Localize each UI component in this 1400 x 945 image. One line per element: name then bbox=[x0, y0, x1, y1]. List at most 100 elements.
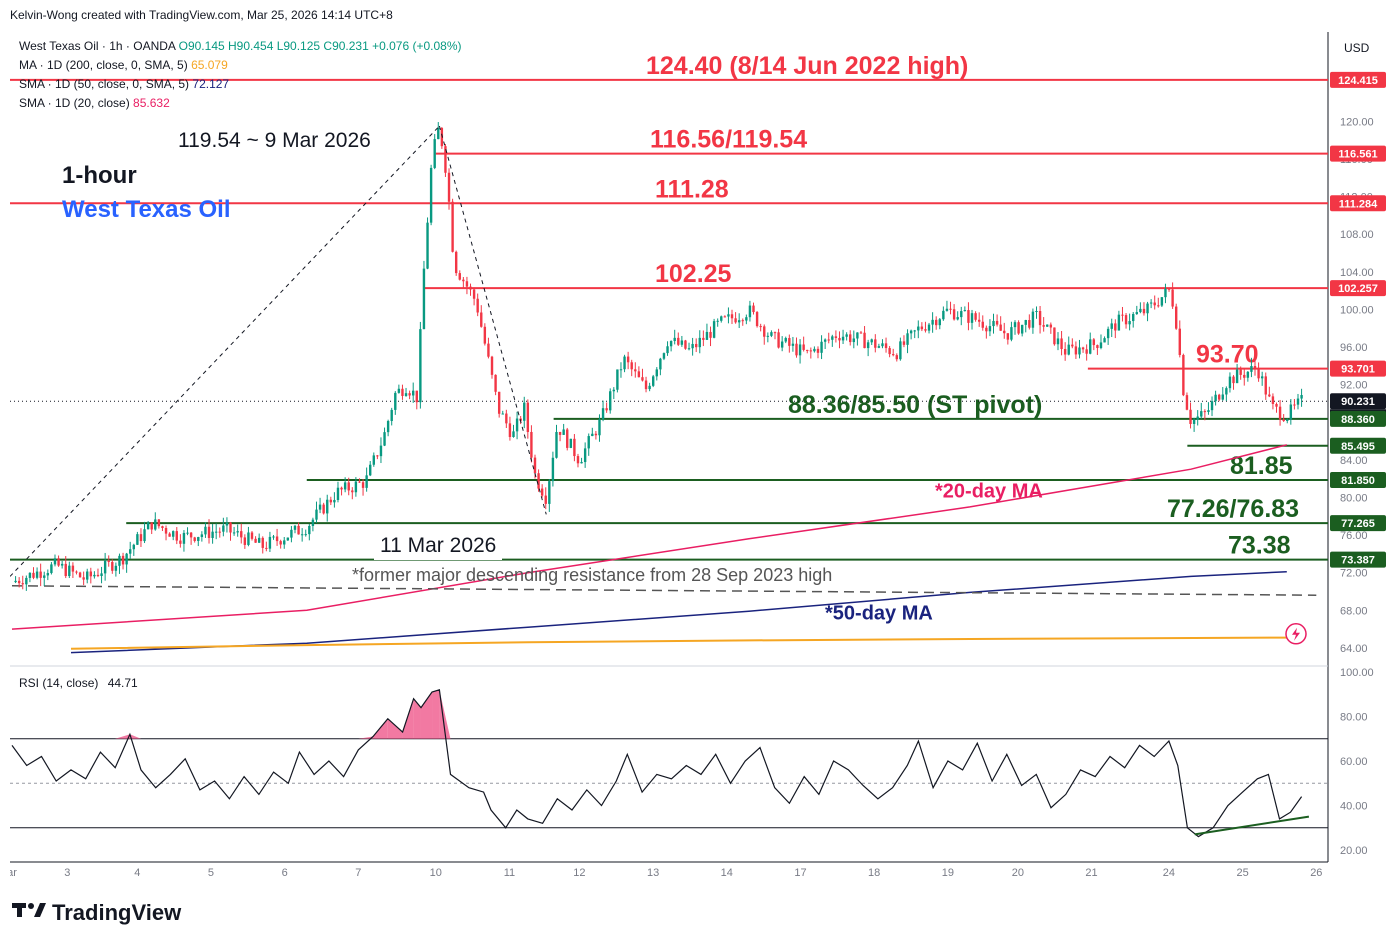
legend-symbol-row[interactable]: West Texas Oil · 1h · OANDA O90.145 H90.… bbox=[19, 39, 462, 53]
candle-body bbox=[995, 320, 999, 325]
rsi-overbought-fill bbox=[387, 718, 403, 739]
candle-body bbox=[336, 487, 340, 500]
legend-ma20[interactable]: SMA · 1D (20, close) 85.632 bbox=[19, 96, 170, 110]
candle-body bbox=[193, 537, 196, 541]
candle-body bbox=[283, 540, 286, 545]
time-tick-label: 10 bbox=[430, 867, 442, 879]
candle-body bbox=[927, 324, 931, 331]
legend-ma50[interactable]: SMA · 1D (50, close, 0, SMA, 5) 72.127 bbox=[19, 77, 229, 91]
price-axis-tag bbox=[1330, 71, 1386, 88]
candle-body bbox=[1257, 368, 1260, 379]
candle-body bbox=[57, 558, 60, 566]
candle-body bbox=[333, 499, 336, 503]
price-tick-label: 80.00 bbox=[1340, 492, 1368, 504]
candle-body bbox=[207, 526, 211, 538]
candle-body bbox=[809, 350, 813, 352]
candle-body bbox=[1049, 324, 1053, 328]
rsi-overbought-fill bbox=[439, 689, 451, 739]
candle-body bbox=[111, 562, 114, 571]
candle-body bbox=[318, 504, 322, 510]
candle-body bbox=[1067, 344, 1070, 355]
candle-body bbox=[1293, 404, 1296, 406]
candle-body bbox=[197, 537, 200, 541]
candle-body bbox=[1182, 354, 1185, 396]
candle-body bbox=[1024, 320, 1027, 325]
legend-ma200[interactable]: MA · 1D (200, close, 0, SMA, 5) 65.079 bbox=[19, 58, 228, 72]
rsi-tick-label: 20.00 bbox=[1340, 845, 1368, 857]
candle-body bbox=[788, 338, 791, 346]
candle-body bbox=[1253, 366, 1257, 369]
time-tick-label: 6 bbox=[282, 867, 288, 879]
candle-body bbox=[401, 388, 404, 396]
candle-body bbox=[469, 286, 472, 290]
candle-body bbox=[96, 574, 100, 577]
candle-body bbox=[354, 481, 358, 493]
candle-body bbox=[1110, 323, 1113, 329]
candle-body bbox=[759, 326, 762, 328]
candle-body bbox=[884, 343, 888, 349]
chart-canvas[interactable]: 124.40 (8/14 Jun 2022 high) 116.56/119.54… bbox=[7, 32, 1390, 882]
candle-body bbox=[218, 531, 221, 533]
candle-body bbox=[777, 332, 780, 348]
timeframe-title: 1-hour bbox=[62, 162, 137, 189]
candle-body bbox=[1081, 347, 1085, 350]
candle-body bbox=[483, 326, 487, 344]
candle-body bbox=[1157, 305, 1160, 307]
candle-body bbox=[612, 389, 616, 392]
candle-body bbox=[1046, 324, 1049, 327]
candle-body bbox=[960, 311, 963, 318]
candle-body bbox=[1164, 288, 1167, 298]
candle-body bbox=[501, 413, 504, 415]
candle-body bbox=[831, 336, 834, 340]
candle-body bbox=[802, 344, 805, 350]
candle-body bbox=[1142, 308, 1146, 314]
candle-body bbox=[204, 526, 207, 535]
candle-body bbox=[476, 298, 479, 313]
candle-body bbox=[1289, 404, 1293, 420]
candle-body bbox=[1010, 327, 1013, 340]
candle-body bbox=[859, 332, 863, 334]
tradingview-logo[interactable]: TradingView bbox=[12, 900, 181, 926]
candle-body bbox=[806, 349, 809, 351]
candle-body bbox=[823, 339, 827, 342]
candle-body bbox=[906, 333, 909, 345]
candle-body bbox=[437, 128, 440, 140]
candle-body bbox=[1003, 330, 1006, 334]
candle-body bbox=[1264, 376, 1267, 395]
candle-body bbox=[383, 432, 386, 446]
price-axis-tag-label: 73.387 bbox=[1341, 555, 1375, 567]
price-axis-tag-label: 93.701 bbox=[1341, 364, 1375, 376]
candle-body bbox=[845, 334, 848, 337]
candle-body bbox=[619, 369, 623, 371]
candle-body bbox=[648, 385, 651, 390]
candle-body bbox=[1203, 411, 1207, 413]
candle-body bbox=[164, 528, 168, 534]
candle-body bbox=[308, 525, 311, 535]
candle-body bbox=[222, 525, 225, 532]
candle-body bbox=[1225, 388, 1228, 395]
candle-body bbox=[587, 436, 590, 449]
rsi-overbought-fill bbox=[413, 698, 421, 739]
candle-body bbox=[902, 341, 906, 345]
candle-body bbox=[849, 334, 852, 343]
candle-body bbox=[1196, 416, 1199, 420]
time-tick-label: 3 bbox=[64, 867, 70, 879]
candle-body bbox=[376, 455, 379, 457]
rsi-legend[interactable]: RSI (14, close) 44.71 bbox=[19, 676, 138, 690]
time-tick-label: 7 bbox=[355, 867, 361, 879]
candle-body bbox=[938, 319, 941, 326]
candle-body bbox=[326, 499, 329, 514]
candle-body bbox=[616, 369, 619, 390]
candle-body bbox=[451, 201, 454, 252]
candle-body bbox=[988, 326, 992, 332]
time-tick-label: 4 bbox=[134, 867, 140, 879]
candle-body bbox=[580, 462, 583, 464]
price-axis-tag bbox=[1330, 145, 1386, 162]
rsi-tick-label: 100.00 bbox=[1340, 667, 1374, 679]
currency-label: USD bbox=[1344, 41, 1370, 55]
candle-body bbox=[1085, 349, 1088, 354]
candle-body bbox=[834, 336, 838, 338]
candle-body bbox=[720, 316, 723, 321]
candle-body bbox=[576, 456, 580, 464]
price-tick-label: 92.00 bbox=[1340, 380, 1368, 392]
